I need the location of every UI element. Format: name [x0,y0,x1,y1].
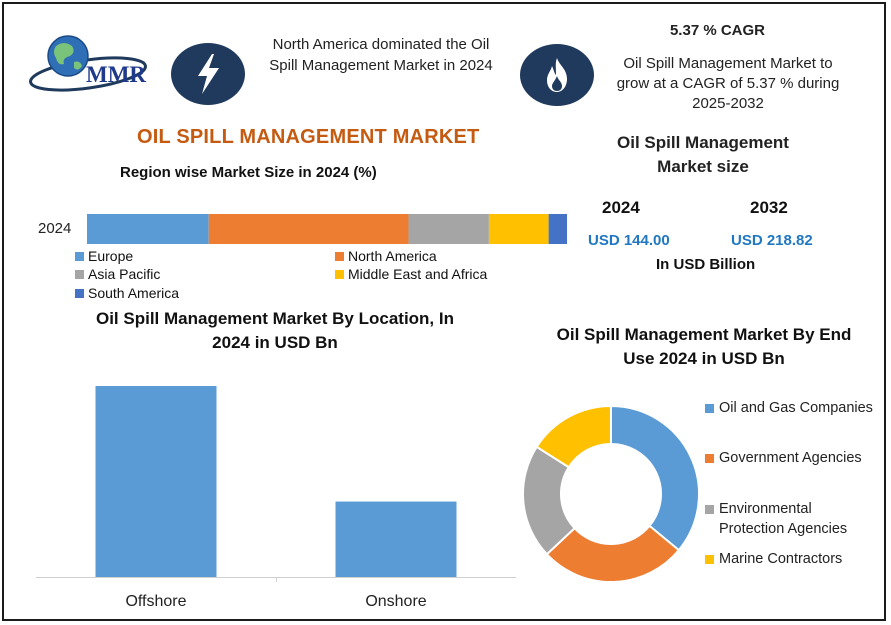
market-size-title: Oil Spill Management Market size [617,133,789,176]
legend-north-america: North America [335,248,437,264]
enduse-slice-oil-and-gas-companies [610,404,700,552]
legend-south-america: South America [75,285,179,301]
region-chart-category-label: 2024 [38,220,72,237]
legend-marine-contractors: Marine Contractors [705,549,842,569]
cagr-text: Oil Spill Management Market to grow at a… [616,55,840,112]
cagr-title: 5.37 % CAGR [669,22,766,39]
region-bar-segment-south-america [548,214,567,244]
logo-text: MMR [86,62,147,87]
legend-government-agencies: Government Agencies [705,448,862,468]
location-tick-label-onshore: Onshore [365,593,426,610]
location-tick-label-offshore: Offshore [125,593,186,610]
mmr-logo: MMR [28,32,168,102]
region-bar-segment-middle-east-and-africa [488,214,549,244]
region-bar-segment-north-america [208,214,409,244]
enduse-slice-marine-contractors [535,404,612,469]
region-stacked-bar-chart [87,214,567,244]
location-bar-onshore [335,501,457,577]
main-title: OIL SPILL MANAGEMENT MARKET [137,126,480,148]
market-size-year-2024: 2024 [602,198,640,217]
legend-oil-gas-companies: Oil and Gas Companies [705,398,873,418]
market-size-value-2024: USD 144.00 [588,232,670,249]
location-bar-chart: Offshore Onshore [36,386,516,610]
flame-icon [547,58,567,92]
region-chart-title: Region wise Market Size in 2024 (%) [120,164,377,181]
location-bar-offshore [95,386,217,577]
region-bar-segment-asia-pacific [408,214,489,244]
region-bar-segment-europe [87,214,209,244]
legend-asia-pacific: Asia Pacific [75,266,160,282]
legend-europe: Europe [75,248,133,264]
lightning-bolt-icon [198,54,219,94]
legend-middle-east-africa: Middle East and Africa [335,266,487,282]
lightning-icon-circle [171,43,245,105]
dominance-text: North America dominated the Oil Spill Ma… [269,36,493,74]
enduse-donut-chart [522,404,700,583]
enduse-slice-government-agencies [545,524,681,583]
market-size-value-2032: USD 218.82 [731,232,813,249]
market-size-unit: In USD Billion [656,256,756,273]
flame-icon-circle [520,44,594,106]
market-size-year-2032: 2032 [750,198,788,217]
enduse-chart-title: Oil Spill Management Market By End Use 2… [556,325,852,368]
legend-environmental-protection-agencies: Environmental Protection Agencies [705,499,865,539]
location-chart-title: Oil Spill Management Market By Location,… [95,309,454,352]
